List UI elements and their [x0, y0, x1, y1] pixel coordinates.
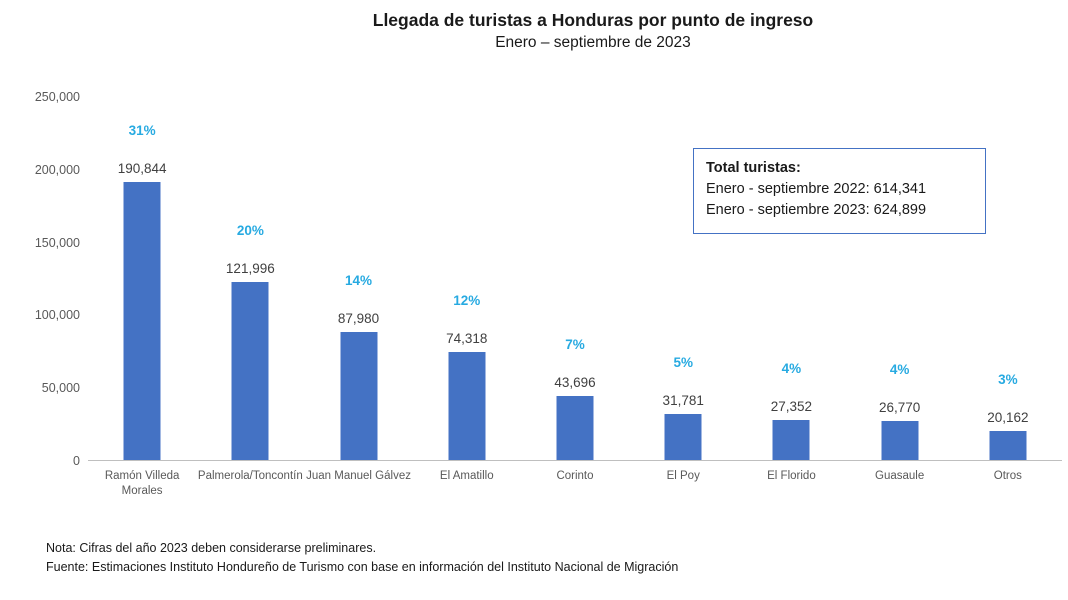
y-axis-tick-label: 0 — [73, 454, 80, 468]
bar-percent-label: 3% — [998, 371, 1018, 387]
bar-percent-label: 31% — [128, 123, 156, 139]
x-axis-label: Corinto — [556, 470, 594, 482]
bar-column: 12% 74,318 El Amatillo — [413, 97, 521, 482]
bar-column: 5% 31,781 El Poy — [629, 97, 737, 482]
bar-percent-label: 14% — [345, 272, 373, 288]
bar-value-label: 31,781 — [662, 392, 704, 408]
plot-area: 31% 190,844 Ramón Villeda Morales 20% 12… — [88, 97, 1062, 497]
bar-percent-label: 4% — [889, 362, 910, 378]
bar-column: 14% 87,980 Juan Manuel Gálvez — [304, 97, 412, 482]
footnotes: Nota: Cifras del año 2023 deben consider… — [46, 539, 678, 577]
bar-percent-label: 5% — [673, 354, 693, 370]
bar-percent-label: 7% — [565, 337, 585, 353]
x-axis-label: El Amatillo — [439, 470, 494, 482]
x-axis-label: Guasaule — [875, 470, 925, 482]
info-box-line-2023: Enero - septiembre 2023: 624,899 — [706, 202, 927, 218]
bar-value-label: 20,162 — [987, 409, 1029, 425]
chart-subtitle: Enero – septiembre de 2023 — [495, 34, 691, 51]
bar-value-label: 26,770 — [878, 400, 921, 416]
bar-value-label: 74,318 — [446, 330, 488, 346]
y-axis-tick-label: 100,000 — [34, 308, 80, 323]
chart-title: Llegada de turistas a Honduras por punto… — [372, 10, 814, 30]
y-axis-tick-label: 250,000 — [34, 90, 80, 104]
bar — [123, 182, 161, 460]
y-axis-tick-label: 50,000 — [41, 381, 80, 396]
bar-percent-label: 20% — [236, 223, 264, 239]
bar-column: 20% 121,996 Palmerola/Toncontín — [196, 97, 304, 482]
x-axis-label: El Poy — [666, 470, 700, 482]
bar-value-label: 43,696 — [554, 375, 596, 391]
info-box-heading: Total turistas: — [706, 160, 801, 176]
x-axis-label: Otros — [993, 470, 1022, 482]
y-axis: 0 50,000 100,000 150,000 200,000 250,000 — [0, 90, 80, 468]
bar — [989, 430, 1027, 460]
bar-value-label: 87,980 — [337, 310, 380, 326]
y-axis-tick-label: 150,000 — [34, 235, 80, 250]
bar-value-label: 27,352 — [770, 399, 813, 415]
note-line: Nota: Cifras del año 2023 deben consider… — [46, 541, 377, 555]
y-axis-tick-label: 200,000 — [34, 162, 80, 177]
x-axis-label: Juan Manuel Gálvez — [306, 470, 411, 482]
bar — [772, 420, 810, 460]
x-axis-label: El Florido — [767, 470, 816, 482]
bar — [340, 331, 378, 460]
bar — [664, 413, 702, 460]
x-axis-label: Palmerola/Toncontín — [197, 470, 303, 482]
bar-column: 7% 43,696 Corinto — [521, 97, 629, 482]
info-box-line-2022: Enero - septiembre 2022: 614,341 — [706, 181, 927, 197]
bar-percent-label: 12% — [453, 292, 481, 308]
bar — [881, 421, 919, 460]
bar-value-label: 121,996 — [225, 261, 275, 277]
bar-percent-label: 4% — [781, 361, 802, 377]
bar-column: 3% 20,162 Otros — [954, 97, 1062, 482]
bar — [556, 396, 594, 460]
total-tourists-info-box: Total turistas: Enero - septiembre 2022:… — [693, 148, 986, 234]
chart-header: Llegada de turistas a Honduras por punto… — [118, 8, 1068, 54]
bar-column: 31% 190,844 Ramón Villeda Morales — [88, 97, 196, 497]
bar-column: 4% 27,352 El Florido — [737, 97, 845, 482]
source-line: Fuente: Estimaciones Instituto Hondureño… — [46, 560, 679, 574]
bar — [231, 282, 269, 460]
x-axis-label: Ramón Villeda Morales — [104, 470, 180, 497]
bar-value-label: 190,844 — [117, 161, 167, 177]
bar — [448, 351, 486, 460]
bar-column: 4% 26,770 Guasaule — [846, 97, 954, 482]
